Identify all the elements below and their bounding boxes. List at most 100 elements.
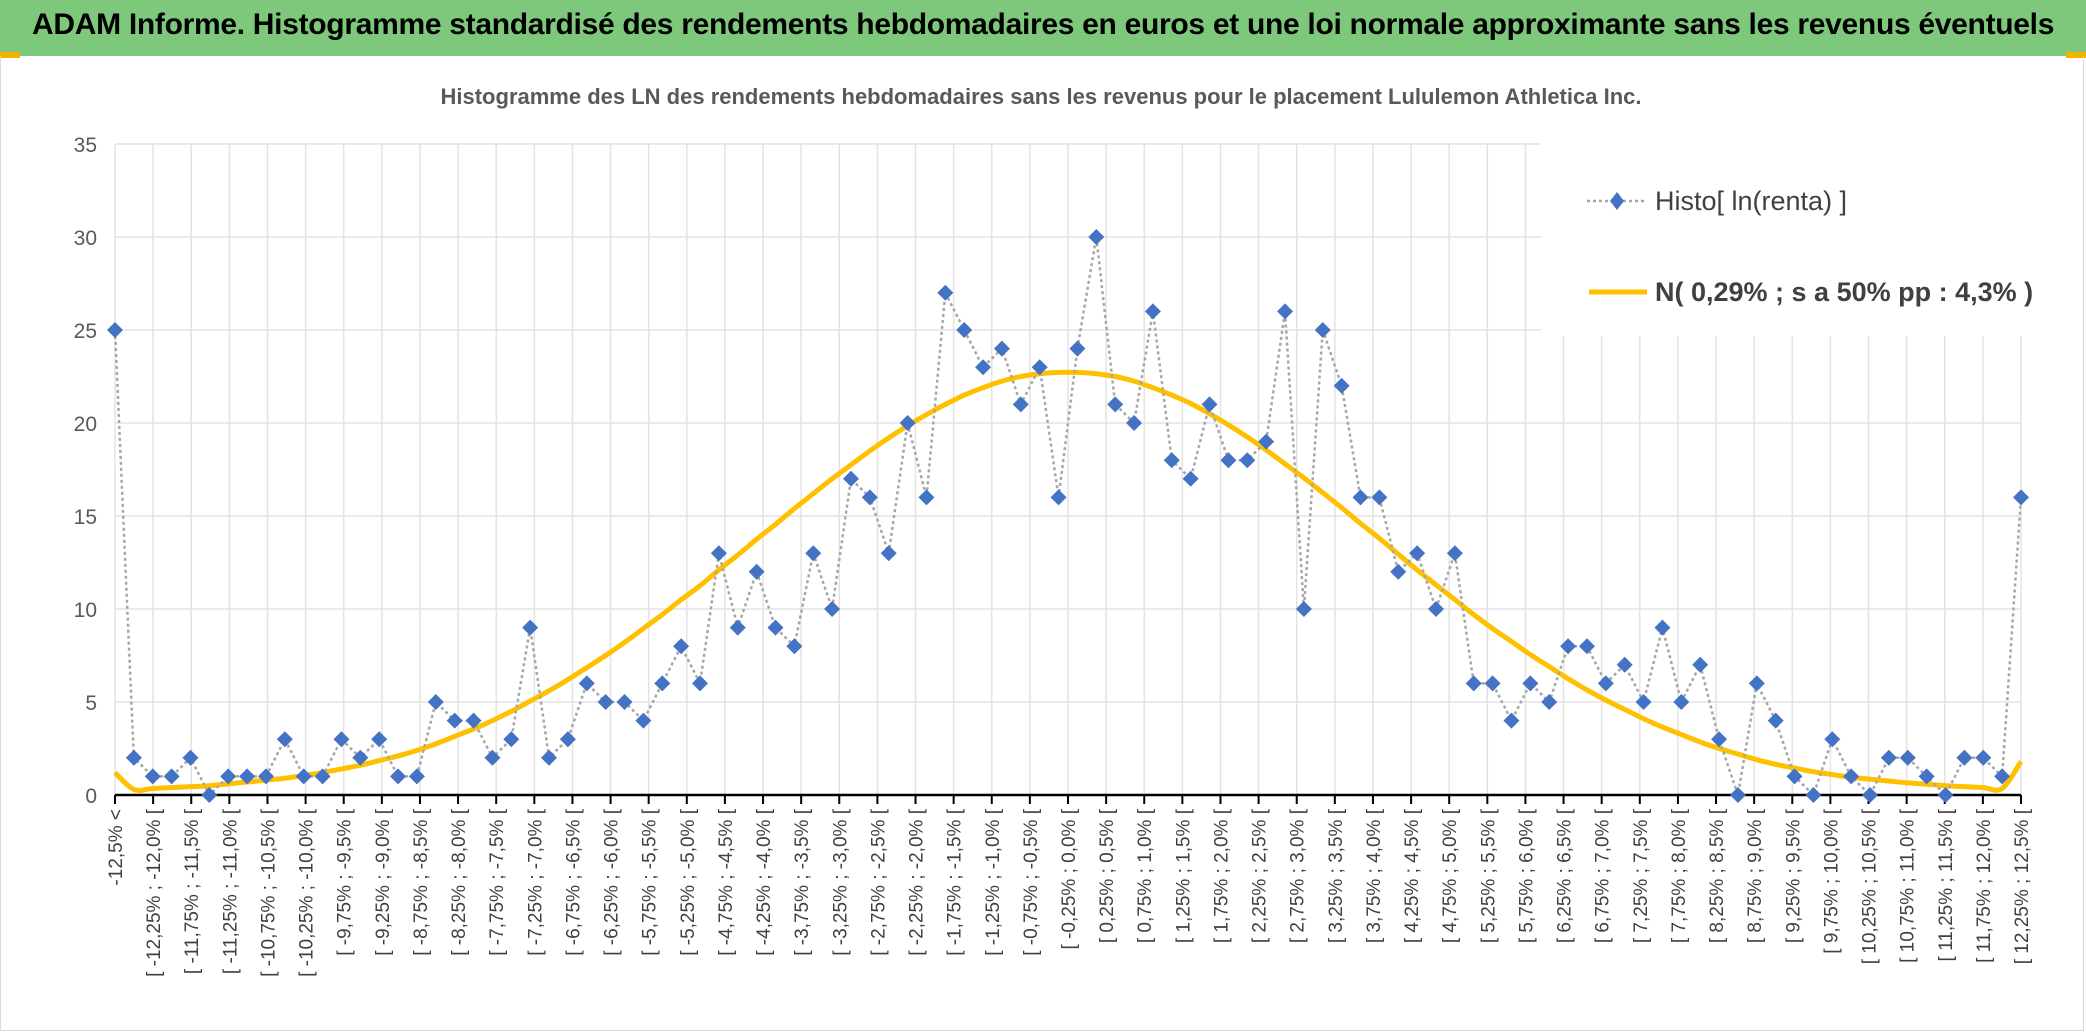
histo-point (1843, 768, 1860, 785)
histo-point (1031, 359, 1048, 376)
histo-point (1277, 303, 1294, 320)
histo-point (446, 712, 463, 729)
histo-point (1560, 638, 1577, 655)
histo-point (239, 768, 256, 785)
x-tick-label: [ 8,25% ; 8,5% [ (1707, 808, 1728, 943)
histo-point (503, 731, 520, 748)
corner-mark-left (0, 52, 20, 58)
histo-point (1692, 656, 1709, 673)
x-tick-label: [ 4,25% ; 4,5% [ (1402, 808, 1423, 943)
normal-curve-line (113, 369, 2024, 793)
histo-point (1050, 489, 1067, 506)
x-tick-label: [ -1,25% ; -1,0% [ (983, 808, 1004, 956)
histo-point (899, 415, 916, 431)
histo-point (1578, 638, 1595, 655)
x-tick-label: [ -11,25% ; -11,0% [ (220, 808, 241, 974)
x-tick-label: [ -2,25% ; -2,0% [ (907, 808, 928, 956)
x-tick-label: [ -5,25% ; -5,0% [ (678, 808, 699, 956)
histo-point (465, 712, 482, 729)
histo-point (125, 749, 142, 766)
series-layer (107, 229, 2029, 803)
histo-point (1824, 731, 1841, 748)
chart: Histogramme des LN des rendements hebdom… (74, 84, 2051, 977)
histo-point (1786, 768, 1803, 785)
histo-point (748, 563, 765, 580)
x-tick-label: [ -10,75% ; -10,5% [ (258, 808, 279, 977)
histo-point (408, 768, 425, 785)
histo-point (371, 731, 388, 748)
histo-point (1220, 452, 1237, 469)
corner-mark-right (2066, 52, 2086, 58)
y-tick-label: 30 (74, 227, 97, 250)
histo-point (541, 749, 558, 766)
histo-point (314, 768, 331, 785)
histo-point (1541, 694, 1558, 710)
histo-point (1975, 749, 1992, 766)
histo-point (1239, 452, 1256, 469)
histo-point (824, 601, 841, 617)
x-tick-label: [ -11,75% ; -11,5% [ (182, 808, 203, 974)
x-tick-label: [ 9,75% ; 10,0% [ (1821, 808, 1842, 953)
histo-point (1956, 749, 1973, 766)
histo-point (1673, 694, 1690, 710)
histo-point (880, 545, 897, 562)
histo-point (1654, 619, 1671, 636)
histo-point (2013, 489, 2029, 506)
histo-point (578, 675, 595, 692)
y-tick-label: 15 (74, 506, 97, 529)
x-tick-label: [ -8,25% ; -8,0% [ (449, 808, 470, 956)
y-axis: 0 5 10 15 20 25 30 35 (74, 134, 97, 808)
y-tick-label: 0 (85, 785, 97, 808)
x-tick-label: -12,5% < (106, 809, 127, 886)
x-tick-label: [ -2,75% ; -2,5% [ (868, 808, 889, 956)
histo-point (1390, 563, 1407, 580)
histo-point (635, 712, 652, 729)
histo-point (163, 768, 180, 785)
histo-point (767, 619, 784, 636)
x-tick-label: [ -8,75% ; -8,5% [ (411, 808, 432, 956)
histo-point (805, 545, 822, 562)
x-tick-label: [ 7,75% ; 8,0% [ (1669, 808, 1690, 943)
histo-point (1012, 396, 1029, 413)
histo-point (427, 694, 444, 710)
histo-point (182, 749, 199, 766)
x-tick-label: [ -0,25% ; 0,0% [ (1059, 808, 1080, 949)
x-tick-label: [ 6,75% ; 7,0% [ (1593, 808, 1614, 943)
histo-point (1616, 656, 1633, 673)
histo-point (1635, 694, 1652, 710)
x-tick-label: [ -3,75% ; -3,5% [ (792, 808, 813, 956)
histo-series-line (113, 236, 2023, 798)
x-tick-label: [ 7,25% ; 7,5% [ (1631, 808, 1652, 943)
histo-point (1522, 675, 1539, 692)
histo-point (1994, 768, 2011, 785)
histo-point (1371, 489, 1388, 506)
x-tick-label: [ -1,75% ; -1,5% [ (945, 808, 966, 956)
histo-point (861, 489, 878, 506)
x-tick-label: [ 9,25% ; 9,5% [ (1783, 808, 1804, 943)
histo-point (1767, 712, 1784, 729)
histo-point (1163, 452, 1180, 469)
x-tick-label: [ 0,25% ; 0,5% [ (1097, 808, 1118, 943)
y-tick-label: 25 (74, 320, 97, 343)
x-tick-label: [ -7,25% ; -7,0% [ (525, 808, 546, 956)
histo-point (1937, 787, 1954, 803)
histo-point (333, 731, 350, 748)
header-banner: ADAM Informe. Histogramme standardisé de… (0, 0, 2086, 56)
histo-point (1107, 396, 1124, 413)
legend-normal-label: N( 0,29% ; s a 50% pp : 4,3% ) (1655, 277, 2033, 307)
x-tick-label: [ 8,75% ; 9,0% [ (1745, 808, 1766, 943)
x-tick-label: [ -4,25% ; -4,0% [ (754, 808, 775, 956)
legend: Histo[ ln(renta) ] N( 0,29% ; s a 50% pp… (1541, 141, 2051, 336)
x-tick-label: [ -9,75% ; -9,5% [ (335, 808, 356, 956)
histo-point (1597, 675, 1614, 692)
histo-point (1126, 415, 1143, 431)
histo-point (1352, 489, 1369, 506)
histo-point (692, 675, 709, 692)
x-tick-label: [ -5,75% ; -5,5% [ (640, 808, 661, 956)
histo-point (390, 768, 407, 785)
x-tick-label: [ 2,75% ; 3,0% [ (1288, 808, 1309, 943)
x-tick-label: [ 12,25% ; 12,5% [ (2012, 808, 2033, 964)
x-tick-label: [ -6,25% ; -6,0% [ (602, 808, 623, 956)
histo-point (522, 619, 539, 636)
legend-histo-label: Histo[ ln(renta) ] (1655, 186, 1847, 216)
